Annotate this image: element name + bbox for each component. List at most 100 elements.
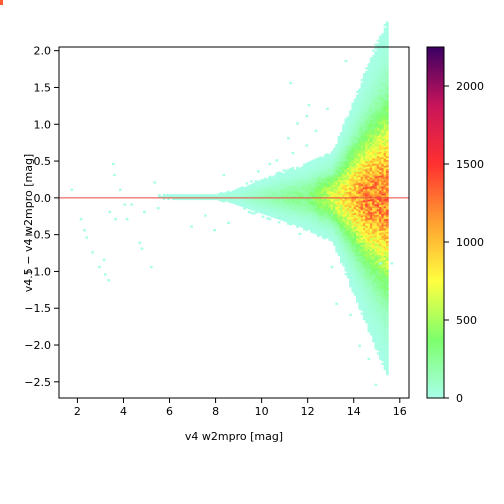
heatmap-cell xyxy=(374,253,378,256)
heatmap-cell xyxy=(236,203,239,206)
heatmap-cell xyxy=(385,242,389,245)
heatmap-cell xyxy=(367,87,371,90)
heatmap-cell xyxy=(314,222,318,226)
heatmap-cell xyxy=(372,274,375,277)
heatmap-cell xyxy=(369,103,373,106)
heatmap-cell xyxy=(376,115,380,118)
heatmap-cell xyxy=(365,289,368,293)
heatmap-cell xyxy=(316,219,320,223)
heatmap-cell xyxy=(337,147,341,150)
heatmap-cell xyxy=(381,160,385,163)
heatmap-cell xyxy=(275,190,279,194)
heatmap-cell xyxy=(367,315,371,318)
heatmap-cell xyxy=(344,260,348,263)
heatmap-cell xyxy=(328,198,332,201)
heatmap-cell xyxy=(385,34,389,37)
heatmap-cell xyxy=(346,219,350,222)
heatmap-cell xyxy=(270,193,274,196)
heatmap-cell xyxy=(362,155,366,159)
heatmap-cell xyxy=(316,199,320,202)
heatmap-cell xyxy=(376,315,380,318)
heatmap-cell xyxy=(346,171,350,174)
heatmap-cell xyxy=(374,268,378,271)
heatmap-cell xyxy=(376,166,380,169)
heatmap-cell xyxy=(243,192,246,195)
heatmap-cell xyxy=(346,116,350,119)
heatmap-cell xyxy=(273,191,276,195)
heatmap-cell xyxy=(372,323,375,326)
heatmap-cell xyxy=(344,140,348,143)
heatmap-cell xyxy=(367,256,371,259)
heatmap-cell xyxy=(362,301,366,304)
heatmap-cell xyxy=(261,193,265,196)
heatmap-cell xyxy=(356,254,359,257)
heatmap-cell xyxy=(353,197,357,201)
heatmap-cell xyxy=(374,86,378,89)
heatmap-cell xyxy=(379,283,382,287)
heatmap-cell xyxy=(349,193,352,196)
heatmap-cell xyxy=(381,272,385,275)
heatmap-cell xyxy=(376,346,380,350)
heatmap-cell xyxy=(385,63,389,67)
heatmap-cell xyxy=(365,302,368,305)
heatmap-cell xyxy=(379,147,382,151)
heatmap-cell xyxy=(374,54,378,57)
heatmap-cell xyxy=(316,214,320,217)
heatmap-cell xyxy=(383,79,387,82)
heatmap-cell xyxy=(266,189,269,192)
heatmap-cell xyxy=(360,215,364,218)
heatmap-cell xyxy=(374,161,378,164)
heatmap-cell xyxy=(261,178,265,182)
heatmap-cell xyxy=(365,304,368,307)
heatmap-cell xyxy=(374,244,378,247)
heatmap-cell xyxy=(342,138,345,142)
heatmap-cell xyxy=(243,188,246,192)
heatmap-cell xyxy=(381,340,385,343)
heatmap-cell xyxy=(204,194,207,197)
heatmap-cell xyxy=(365,203,368,206)
heatmap-cell xyxy=(362,275,366,278)
heatmap-cell xyxy=(344,237,348,241)
heatmap-cell xyxy=(385,52,389,56)
heatmap-cell xyxy=(351,189,355,192)
hot-spot-cell xyxy=(0,0,3,5)
heatmap-cell xyxy=(381,219,385,222)
heatmap-cell xyxy=(383,97,387,100)
heatmap-cell xyxy=(349,130,352,133)
heatmap-cell xyxy=(309,208,313,211)
heatmap-cell xyxy=(383,343,387,347)
heatmap-cell xyxy=(337,139,341,142)
heatmap-cell xyxy=(385,312,389,315)
heatmap-cell xyxy=(362,310,366,313)
heatmap-cell xyxy=(367,103,371,106)
heatmap-cell xyxy=(259,189,263,192)
heatmap-cell xyxy=(312,183,315,186)
heatmap-cell xyxy=(383,307,387,310)
heatmap-cell xyxy=(245,195,249,198)
heatmap-cell xyxy=(385,260,389,263)
heatmap-cell xyxy=(181,197,184,201)
heatmap-cell xyxy=(362,115,366,118)
heatmap-cell xyxy=(379,133,382,136)
heatmap-cell xyxy=(376,208,380,212)
heatmap-cell xyxy=(252,212,256,215)
heatmap-cell xyxy=(358,279,362,283)
heatmap-cell xyxy=(303,183,306,187)
heatmap-cell xyxy=(349,185,352,188)
heatmap-cell xyxy=(356,116,359,119)
heatmap-cell xyxy=(365,142,368,145)
heatmap-cell xyxy=(379,87,382,90)
heatmap-cell xyxy=(335,228,339,231)
heatmap-cell xyxy=(349,152,352,155)
heatmap-cell xyxy=(291,181,295,184)
heatmap-cell xyxy=(328,214,332,217)
outlier-cell xyxy=(213,229,216,232)
heatmap-cell xyxy=(351,157,355,160)
heatmap-cell xyxy=(275,189,279,192)
heatmap-cell xyxy=(319,218,322,222)
heatmap-cell xyxy=(365,153,368,156)
heatmap-cell xyxy=(362,244,366,247)
heatmap-cell xyxy=(379,230,382,233)
heatmap-cell xyxy=(300,188,304,191)
heatmap-cell xyxy=(305,164,309,167)
